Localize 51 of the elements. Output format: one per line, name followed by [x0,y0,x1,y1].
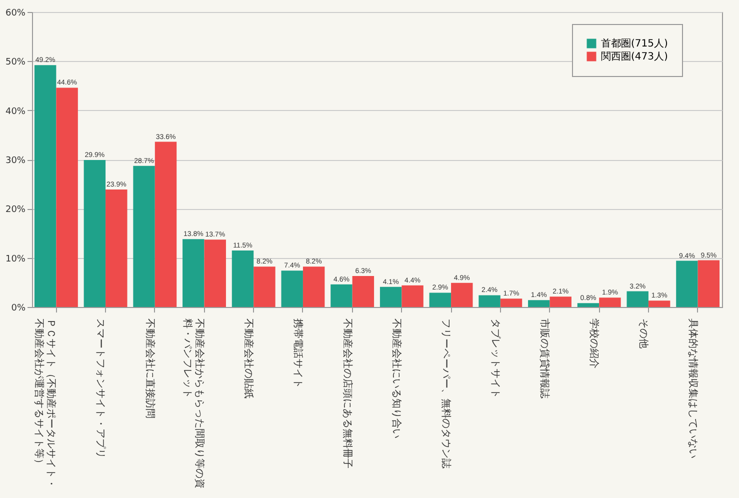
legend-label: 関西圏(473人) [601,52,668,62]
bar [232,250,254,307]
bar [352,276,374,307]
x-tick-label: 不動産会社からもらった間取り等の資料・パンフレット [181,318,206,488]
bar [56,88,78,307]
x-tick-label: ＰＣサイト（不動産ポータルサイト・不動産会社が運営するサイト等） [33,318,58,488]
bar [380,286,402,307]
bar [154,142,177,307]
x-tick-label: 不動産会社の貼紙 [242,318,255,398]
bar [599,298,621,307]
x-tick-label: 具体的な情報収集はしていない [686,318,699,458]
x-tick-label: その他 [637,318,650,348]
x-tick-label: 携帯電話サイト [292,318,304,388]
y-tick-label: 50% [5,58,26,68]
bar [429,292,452,307]
x-tick-label: スマートフォンサイト・アプリ [94,318,107,458]
bar [281,270,303,307]
y-tick-label: 20% [5,205,26,216]
bar [84,160,106,307]
bar [402,285,424,307]
y-tick-label: 10% [5,254,26,264]
x-tick-label: 市販の賃貸情報誌 [538,318,551,398]
y-tick-label: 40% [5,106,26,117]
bar [577,303,600,307]
x-tick-label: 不動産会社の店頭にある無料冊子 [341,318,354,468]
bar [34,65,56,307]
y-tick-label: 0% [11,304,26,314]
legend-label: 首都圏(715人) [601,38,668,50]
bar [478,295,500,307]
x-tick-label: 学校の紹介 [588,318,600,368]
bar [204,240,226,307]
bar [254,266,276,307]
y-tick-label: 60% [5,8,26,18]
bar [698,260,720,307]
bar [106,189,128,307]
bar [500,298,522,307]
bar [648,300,670,307]
bar [302,266,325,307]
bar [451,282,473,307]
bar [182,239,204,307]
bar [133,166,155,307]
bar [550,296,572,307]
x-tick-label: 不動産会社に直接訪問 [144,318,156,418]
bar [330,284,352,307]
x-tick-label: フリーペーパー、無料のタウン誌 [440,318,452,468]
bar [676,260,698,307]
x-tick-label: 不動産会社にいる知り合い [390,318,403,438]
bar [626,291,648,307]
x-tick-label: タブレットサイト [489,318,502,398]
y-tick-label: 30% [5,156,26,166]
bar [528,300,550,307]
